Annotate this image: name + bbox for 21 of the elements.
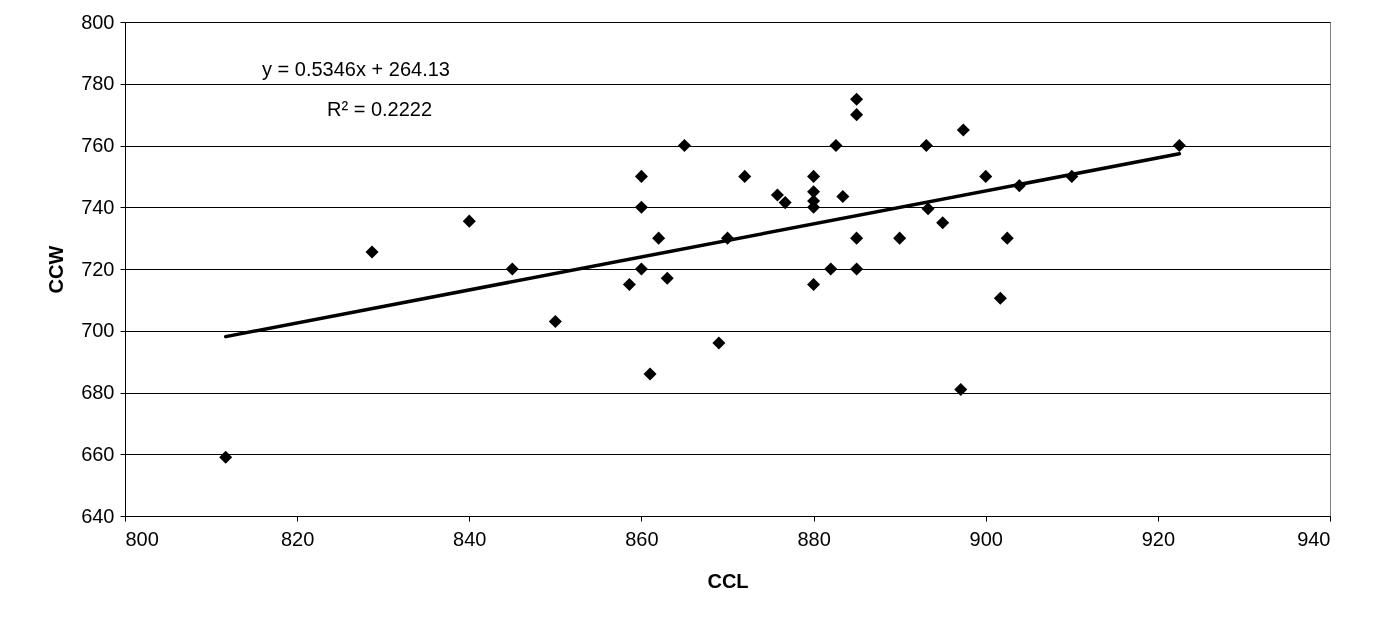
y-tick-label: 660 (81, 442, 115, 465)
x-axis-title: CCL (707, 569, 749, 592)
x-tick-label: 880 (797, 527, 831, 550)
y-tick-label: 640 (81, 504, 115, 527)
x-tick-label: 940 (1297, 527, 1331, 550)
annotation: R² = 0.2222 (327, 98, 433, 120)
y-axis-title: CCW (45, 245, 68, 294)
y-tick-label: 800 (81, 10, 115, 33)
y-tick-label: 740 (81, 195, 115, 218)
x-tick-label: 800 (125, 527, 159, 550)
y-tick-label: 700 (81, 319, 115, 342)
annotation: y = 0.5346x + 264.13 (262, 58, 450, 80)
y-tick-label: 680 (81, 381, 115, 403)
y-tick-label: 720 (81, 257, 115, 280)
x-tick-label: 920 (1141, 527, 1176, 550)
y-tick-label: 780 (81, 72, 115, 95)
x-tick-label: 820 (280, 527, 315, 550)
x-tick-label: 860 (625, 527, 659, 550)
x-tick-label: 900 (969, 527, 1003, 550)
y-tick-label: 760 (81, 134, 115, 156)
x-tick-label: 840 (453, 527, 487, 550)
